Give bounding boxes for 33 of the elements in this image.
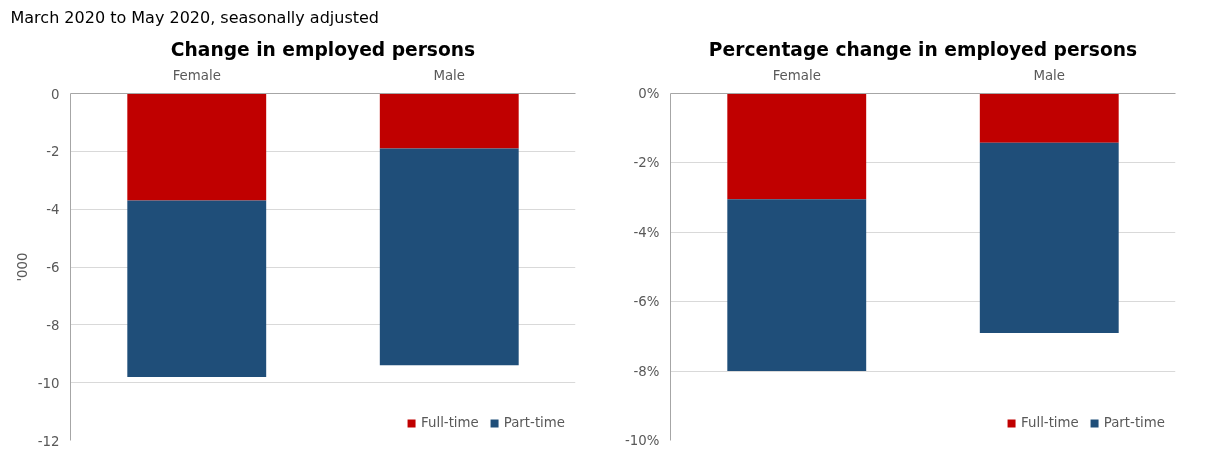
- y-tick-label: -8%: [633, 363, 660, 379]
- legend-label: Part-time: [1103, 415, 1165, 430]
- bar: [727, 199, 867, 372]
- legend-label: Part-time: [503, 415, 565, 430]
- chart-subtitle: March 2020 to May 2020, seasonally adjusted: [10, 7, 380, 27]
- y-tick-label: -4%: [633, 224, 660, 240]
- x-tick-label: Female: [172, 67, 221, 83]
- x-tick-label: Male: [433, 67, 466, 83]
- bar: [379, 148, 519, 366]
- y-tick-label: -2%: [633, 155, 660, 171]
- bar: [727, 93, 867, 200]
- y-axis-title: '000: [14, 252, 30, 282]
- y-tick-label: -10: [37, 375, 60, 391]
- bar: [979, 93, 1119, 143]
- chart-title: Percentage change in employed persons: [708, 38, 1138, 60]
- bar: [979, 142, 1119, 333]
- y-tick-label: -6%: [633, 294, 660, 310]
- legend-label: Full-time: [1021, 415, 1079, 430]
- x-tick-label: Female: [772, 67, 821, 83]
- bar: [127, 200, 267, 377]
- y-tick-label: 0%: [638, 86, 660, 101]
- bar: [379, 93, 519, 149]
- y-tick-label: -12: [37, 433, 60, 449]
- x-tick-label: Male: [1033, 67, 1066, 83]
- y-tick-label: -2: [46, 144, 60, 160]
- legend-label: Full-time: [421, 415, 479, 430]
- y-tick-label: -4: [46, 202, 60, 218]
- y-tick-label: -10%: [625, 433, 660, 448]
- y-tick-label: -6: [46, 260, 60, 275]
- y-tick-label: 0: [51, 86, 60, 102]
- y-tick-label: -8: [46, 317, 60, 333]
- chart-title: Change in employed persons: [170, 38, 476, 60]
- bar: [127, 93, 267, 201]
